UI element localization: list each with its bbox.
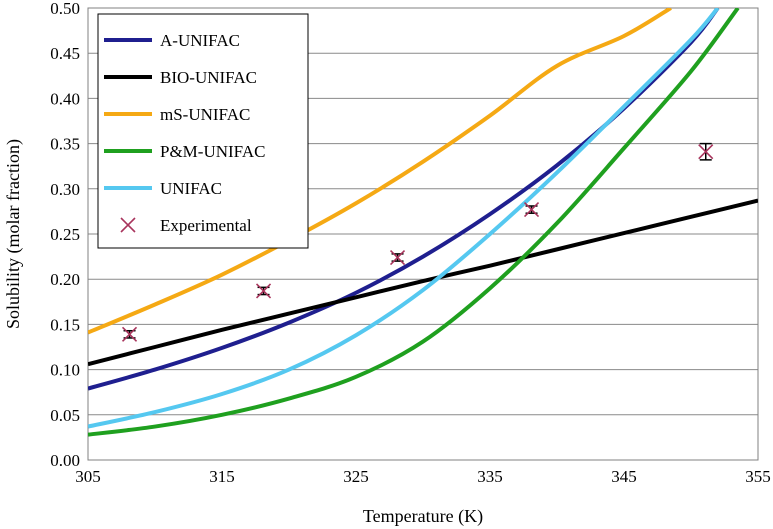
y-tick-label: 0.35	[50, 135, 80, 154]
y-tick-label: 0.40	[50, 89, 80, 108]
legend-label-a-unifac: A-UNIFAC	[160, 31, 240, 50]
y-tick-label: 0.50	[50, 0, 80, 18]
experimental-marker	[389, 249, 406, 266]
experimental-point	[698, 142, 714, 161]
experimental-marker	[698, 144, 714, 160]
experimental-point	[121, 326, 138, 342]
y-tick-label: 0.10	[50, 361, 80, 380]
experimental-points	[121, 142, 714, 342]
x-tick-label: 345	[611, 467, 637, 486]
y-tick-label: 0.45	[50, 44, 80, 63]
legend-label-unifac: UNIFAC	[160, 179, 222, 198]
x-tick-label: 315	[209, 467, 235, 486]
experimental-marker	[121, 326, 138, 342]
experimental-point	[523, 202, 540, 218]
x-tick-label: 325	[343, 467, 369, 486]
plot-area-frame	[87, 7, 759, 461]
y-axis-title: Solubility (molar fraction)	[3, 139, 24, 329]
x-tick-label: 355	[745, 467, 771, 486]
x-axis-title: Temperature (K)	[363, 506, 483, 527]
legend-label-bio-unifac: BIO-UNIFAC	[160, 68, 257, 87]
y-tick-label: 0.05	[50, 406, 80, 425]
legend-label-pandm-unifac: P&M-UNIFAC	[160, 142, 265, 161]
x-tick-labels: 305 315 325 335 345 355	[75, 467, 771, 486]
legend-label-ms-unifac: mS-UNIFAC	[160, 105, 250, 124]
legend-label-experimental: Experimental	[160, 216, 252, 235]
y-tick-labels: 0.00 0.05 0.10 0.15 0.20 0.25 0.30 0.35 0.40 0.45…	[50, 0, 80, 470]
experimental-point	[255, 283, 272, 299]
legend-swatch-experimental	[120, 217, 136, 233]
series-line-pandm-unifac	[88, 8, 740, 437]
y-tick-label: 0.25	[50, 225, 80, 244]
y-tick-label: 0.30	[50, 180, 80, 199]
experimental-marker	[523, 202, 540, 218]
experimental-marker	[255, 283, 272, 299]
series-layer	[88, 8, 758, 437]
x-tick-label: 305	[75, 467, 101, 486]
experimental-point	[389, 249, 406, 266]
y-tick-label: 0.00	[50, 451, 80, 470]
x-tick-label: 335	[477, 467, 503, 486]
series-line-unifac	[88, 8, 720, 429]
legend-box	[97, 13, 309, 249]
legend: A-UNIFAC BIO-UNIFAC mS-UNIFAC P&M-UNIFAC UNI…	[97, 13, 309, 249]
y-tick-label: 0.15	[50, 315, 80, 334]
y-tick-label: 0.20	[50, 270, 80, 289]
series-line-bio-unifac	[88, 198, 758, 367]
series-line-ms-unifac	[88, 8, 672, 335]
